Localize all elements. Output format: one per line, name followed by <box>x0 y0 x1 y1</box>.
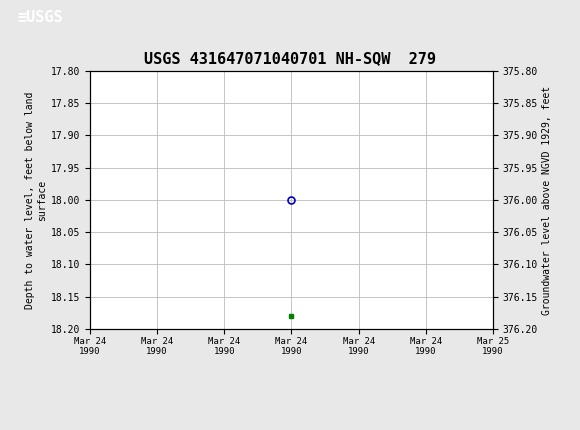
Y-axis label: Depth to water level, feet below land
surface: Depth to water level, feet below land su… <box>25 91 46 309</box>
Text: ≡USGS: ≡USGS <box>17 9 63 25</box>
Text: USGS 431647071040701 NH-SQW  279: USGS 431647071040701 NH-SQW 279 <box>144 51 436 65</box>
Legend: Period of approved data: Period of approved data <box>201 427 382 430</box>
Y-axis label: Groundwater level above NGVD 1929, feet: Groundwater level above NGVD 1929, feet <box>542 86 552 314</box>
